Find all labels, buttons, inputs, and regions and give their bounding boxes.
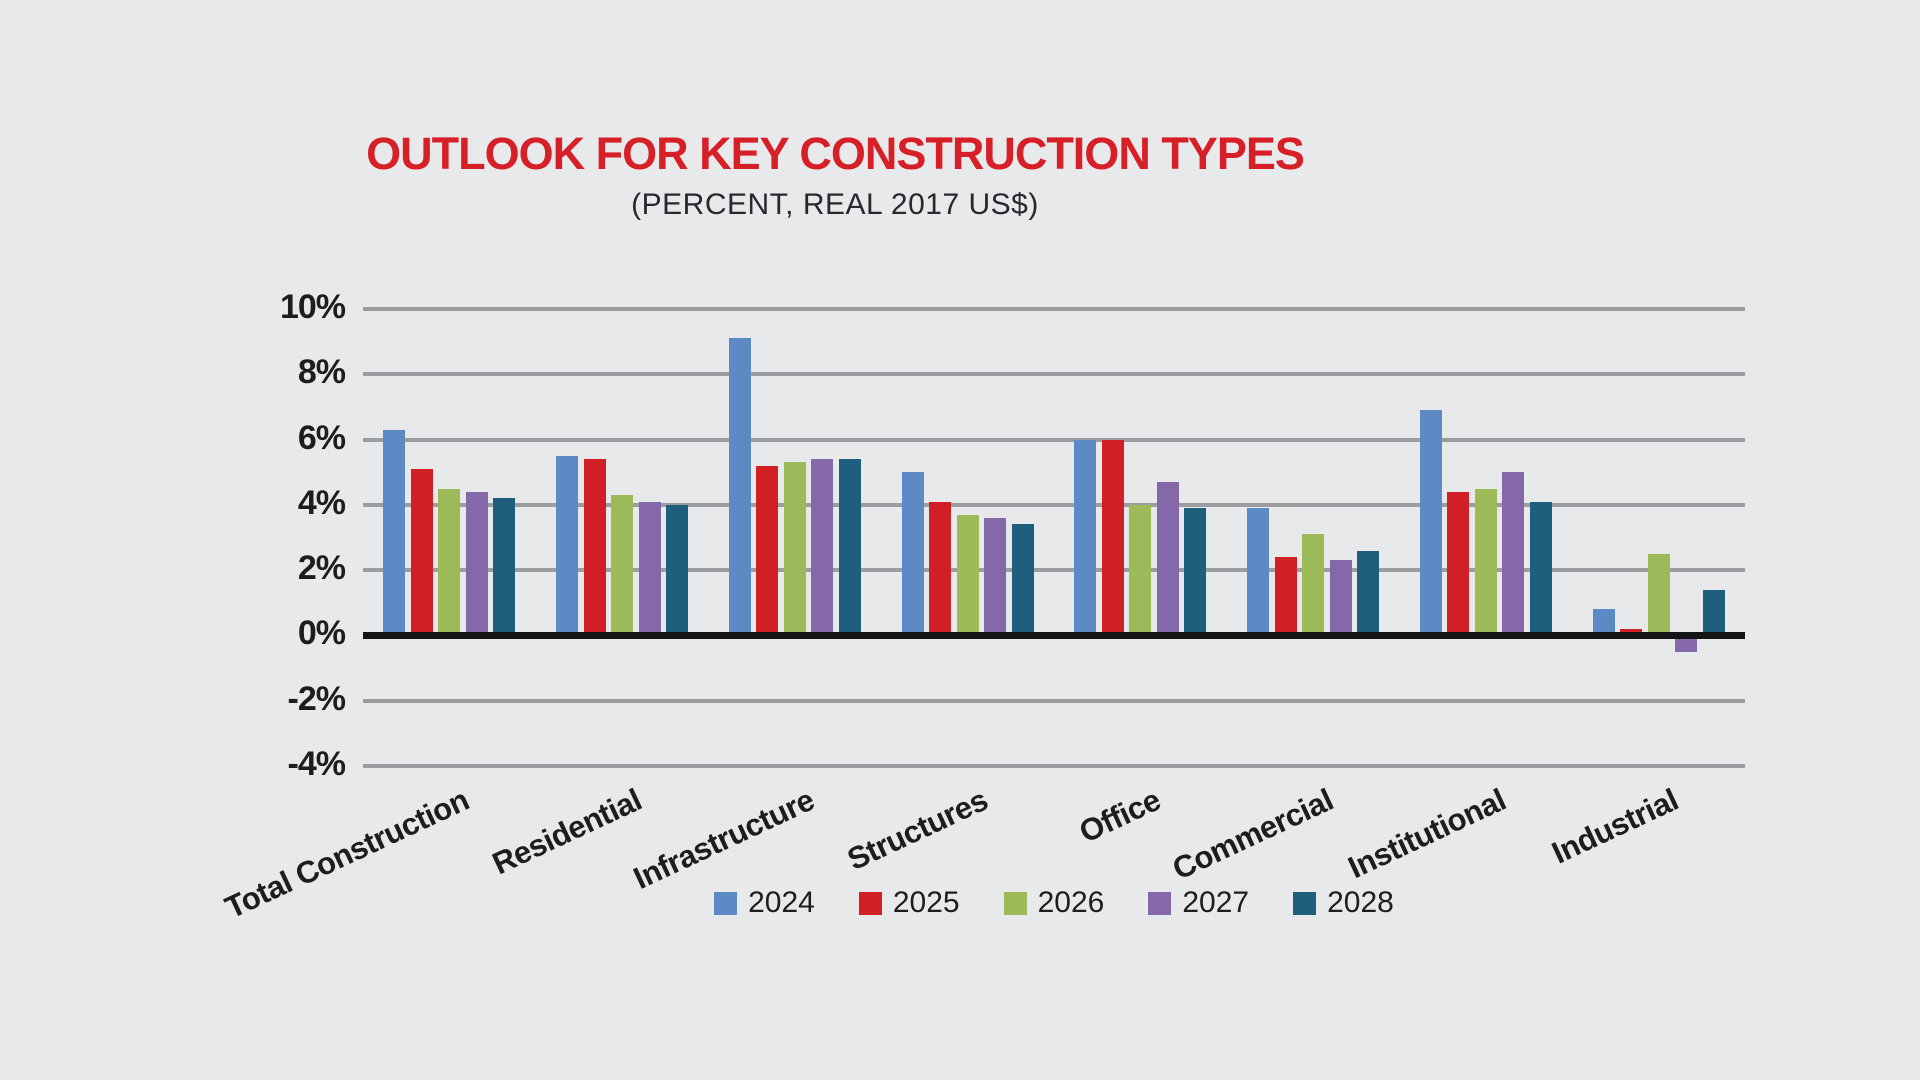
bar-industrial-2024 bbox=[1592, 609, 1615, 636]
bar-office-2024 bbox=[1074, 439, 1097, 636]
gridline-4pct bbox=[363, 502, 1745, 507]
y-tick-label--2: -2% bbox=[287, 679, 346, 718]
bar-institutional-2028 bbox=[1529, 501, 1552, 636]
gridline-10pct bbox=[363, 307, 1745, 311]
bar-commercial-2027 bbox=[1329, 560, 1352, 636]
y-tick-label-6: 6% bbox=[297, 418, 346, 457]
bar-industrial-2026 bbox=[1647, 553, 1670, 636]
bar-institutional-2027 bbox=[1502, 472, 1525, 636]
legend-label-2026: 2026 bbox=[1037, 886, 1105, 919]
bar-residential-2026 bbox=[611, 495, 634, 636]
bar-total-construction-2028 bbox=[493, 498, 516, 636]
x-category-label-office: Office bbox=[1073, 782, 1166, 850]
bar-industrial-2025 bbox=[1620, 628, 1643, 636]
bar-industrial-2028 bbox=[1702, 589, 1725, 636]
legend-item-2027: 2027 bbox=[1148, 886, 1249, 920]
bar-industrial-2027 bbox=[1675, 635, 1698, 652]
legend-swatch-2024 bbox=[714, 891, 738, 915]
x-category-label-industrial: Industrial bbox=[1546, 782, 1684, 871]
bar-office-2028 bbox=[1184, 508, 1207, 636]
x-category-label-commercial: Commercial bbox=[1166, 782, 1338, 887]
legend-swatch-2026 bbox=[1003, 891, 1027, 915]
bar-total-construction-2024 bbox=[383, 429, 406, 636]
y-tick-label-2: 2% bbox=[297, 549, 346, 588]
y-tick-label-0: 0% bbox=[297, 614, 346, 653]
legend-swatch-2028 bbox=[1293, 891, 1317, 915]
bar-commercial-2025 bbox=[1274, 557, 1297, 636]
chart-subtitle: (PERCENT, REAL 2017 US$) bbox=[631, 188, 1039, 221]
bar-office-2027 bbox=[1156, 482, 1179, 636]
bar-office-2026 bbox=[1129, 504, 1152, 636]
legend-label-2024: 2024 bbox=[748, 886, 815, 919]
bar-infrastructure-2027 bbox=[811, 459, 834, 636]
x-category-label-structures: Structures bbox=[841, 782, 993, 878]
legend-label-2028: 2028 bbox=[1327, 886, 1394, 919]
bar-office-2025 bbox=[1101, 439, 1124, 636]
bar-commercial-2026 bbox=[1302, 534, 1325, 636]
bar-structures-2024 bbox=[901, 472, 924, 636]
bar-residential-2025 bbox=[583, 459, 606, 636]
bar-infrastructure-2024 bbox=[728, 338, 751, 636]
x-category-label-infrastructure: Infrastructure bbox=[628, 782, 820, 896]
bar-residential-2028 bbox=[666, 504, 689, 636]
bar-structures-2026 bbox=[956, 514, 979, 636]
legend-item-2025: 2025 bbox=[858, 886, 960, 920]
bar-total-construction-2027 bbox=[465, 491, 488, 636]
bar-commercial-2024 bbox=[1247, 508, 1270, 636]
bar-structures-2025 bbox=[929, 501, 952, 636]
gridline--2pct bbox=[363, 698, 1745, 703]
plot-area: 10% 8% 6% 4% 2% 0% -2% -4% Total Construction Res… bbox=[220, 288, 1745, 925]
bar-residential-2027 bbox=[638, 501, 661, 636]
bar-commercial-2028 bbox=[1357, 550, 1380, 636]
bar-total-construction-2025 bbox=[410, 468, 433, 636]
gridline-8pct bbox=[363, 372, 1745, 377]
bar-institutional-2026 bbox=[1474, 488, 1497, 636]
bar-infrastructure-2025 bbox=[756, 465, 779, 636]
legend-swatch-2025 bbox=[858, 891, 882, 915]
legend-label-2025: 2025 bbox=[892, 886, 960, 919]
legend-item-2024: 2024 bbox=[714, 886, 815, 920]
bar-infrastructure-2028 bbox=[838, 459, 861, 636]
y-tick-label-10: 10% bbox=[279, 288, 346, 326]
bar-total-construction-2026 bbox=[438, 488, 461, 636]
legend: 2024 2025 2026 2027 2028 bbox=[363, 886, 1745, 920]
x-axis-zero-line bbox=[363, 632, 1745, 640]
bar-structures-2027 bbox=[984, 517, 1007, 636]
y-tick-label--4: -4% bbox=[287, 745, 346, 783]
bar-infrastructure-2026 bbox=[783, 462, 806, 636]
gridline-6pct bbox=[363, 437, 1745, 442]
legend-item-2026: 2026 bbox=[1003, 886, 1105, 920]
bar-institutional-2024 bbox=[1419, 410, 1442, 636]
bar-structures-2028 bbox=[1011, 524, 1034, 636]
y-tick-label-4: 4% bbox=[297, 483, 346, 522]
gridline-2pct bbox=[363, 568, 1745, 573]
legend-label-2027: 2027 bbox=[1182, 886, 1250, 919]
chart-title: OUTLOOK FOR KEY CONSTRUCTION TYPES bbox=[366, 128, 1305, 179]
y-tick-label-8: 8% bbox=[297, 353, 346, 392]
gridline--4pct bbox=[363, 764, 1745, 768]
bar-institutional-2025 bbox=[1447, 491, 1470, 636]
legend-swatch-2027 bbox=[1148, 891, 1172, 915]
x-category-label-residential: Residential bbox=[487, 782, 647, 882]
x-category-label-institutional: Institutional bbox=[1342, 782, 1511, 886]
legend-item-2028: 2028 bbox=[1293, 886, 1394, 920]
bar-residential-2024 bbox=[556, 455, 579, 636]
